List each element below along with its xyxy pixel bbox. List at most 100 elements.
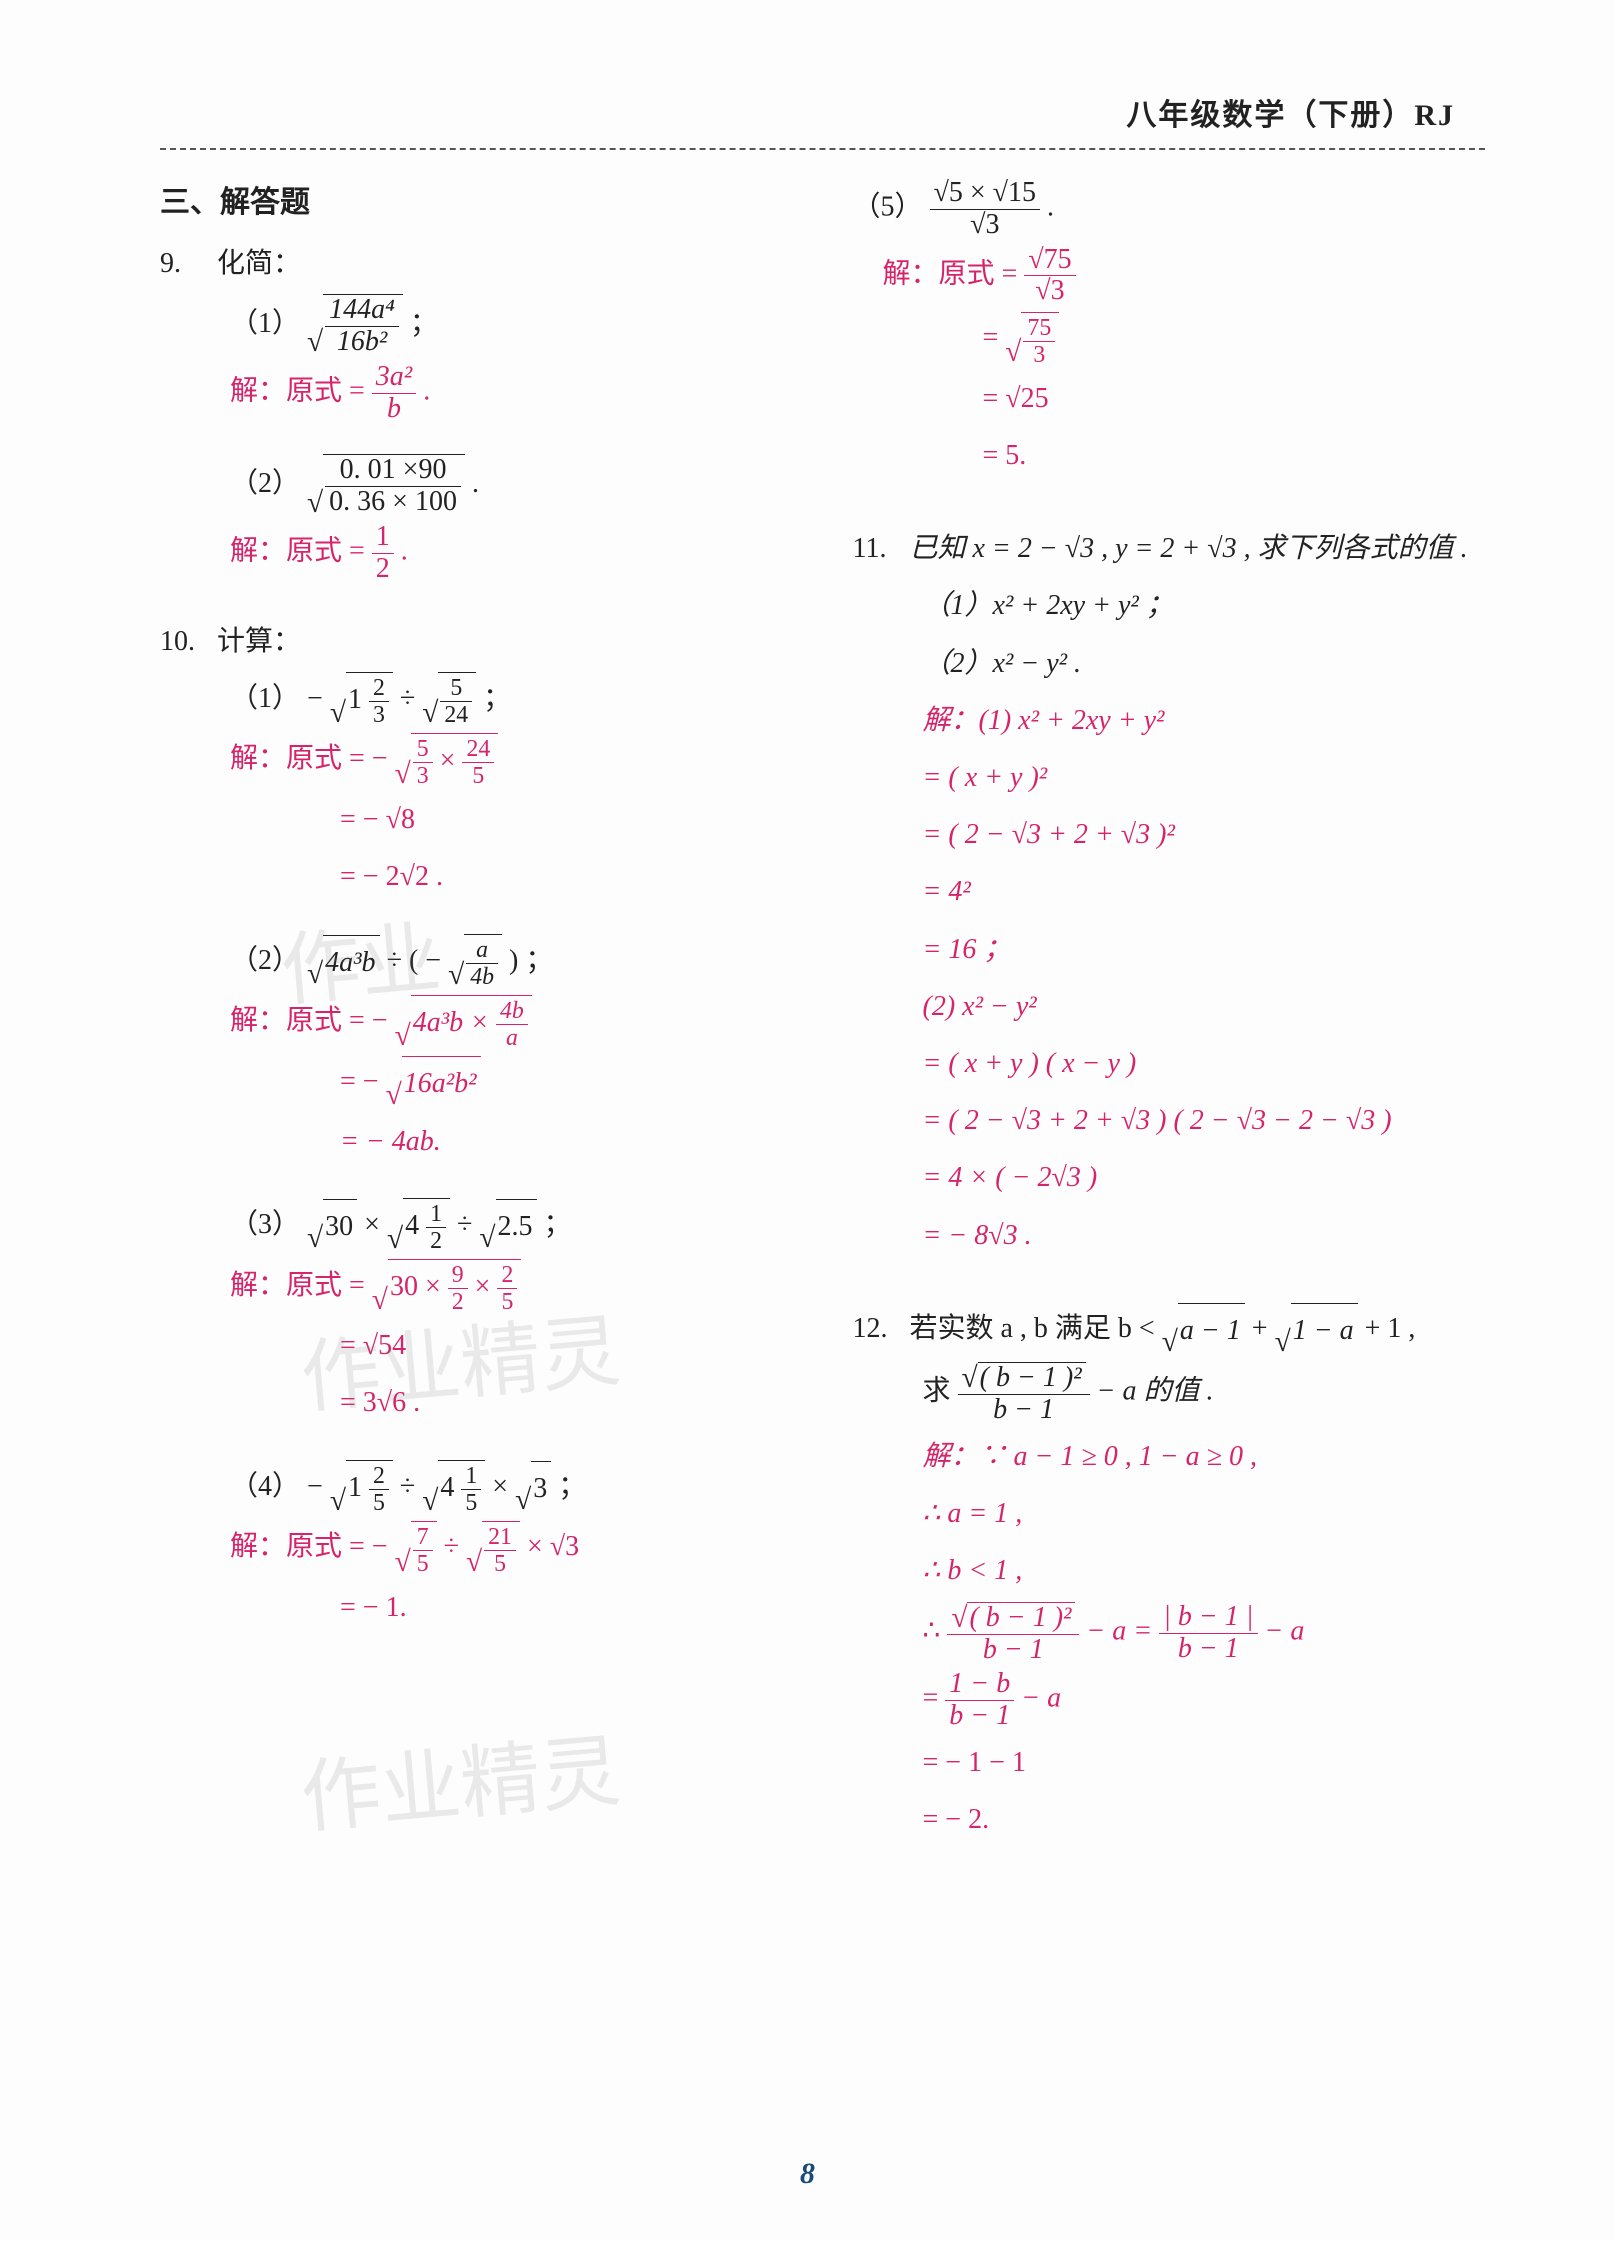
pre: 求 — [923, 1376, 958, 1407]
q11-sol-p2-l5: = − 8√3 . — [853, 1209, 1486, 1262]
body: ( b − 1 )² — [978, 1362, 1086, 1394]
radical-icon: √ — [1162, 1328, 1178, 1357]
prefix: 解：原式 = — [883, 258, 1025, 289]
paren-open: ( − — [409, 945, 448, 976]
q11-number: 11. — [853, 522, 903, 575]
stem-pre: 若实数 a , b 满足 b < — [910, 1313, 1162, 1344]
frac-num: 1 — [461, 1463, 481, 1490]
q9-number: 9. — [160, 237, 210, 290]
div: ÷ — [400, 1471, 422, 1502]
sqrt: √( b − 1 )² — [951, 1602, 1075, 1634]
label: （2） — [230, 945, 300, 976]
q10-number: 10. — [160, 615, 210, 668]
radical-icon: √ — [1275, 1328, 1291, 1357]
q9-p1-sol-frac: 3a² b — [372, 362, 416, 425]
int: 1 — [348, 1472, 362, 1503]
frac: √( b − 1 )² b − 1 — [958, 1361, 1090, 1425]
q12-sol-l5: = 1 − b b − 1 − a — [853, 1669, 1486, 1732]
frac-den: b − 1 — [945, 1701, 1014, 1732]
post: − a — [1021, 1683, 1061, 1714]
sqrt3: √2.5 — [479, 1199, 536, 1253]
sqrt2: √ 4 1 2 — [387, 1198, 450, 1254]
q9-title: 化简： — [217, 248, 301, 279]
frac: √5 × √15 √3 — [930, 178, 1041, 241]
page: 八年级数学（下册）RJ 三、解答题 9. 化简： （1） √ 144a⁴ 16b… — [0, 0, 1615, 2241]
f2: | b − 1 | b − 1 — [1159, 1602, 1257, 1665]
frac-num: 21 — [484, 1524, 516, 1551]
q9-p1-label: （1） — [230, 308, 300, 339]
q10-p1: （1） − √ 1 2 3 ÷ √ 5 24 ； — [160, 672, 793, 729]
tail: ； — [558, 1471, 586, 1502]
q12-sol-l2: ∴ a = 1 , — [853, 1487, 1486, 1540]
sqrt: √16a²b² — [386, 1056, 481, 1110]
body: a − 1 — [1178, 1303, 1245, 1357]
prefix: = − — [340, 1066, 386, 1097]
frac-num: 4b — [496, 998, 528, 1025]
prefix: 解：原式 = − — [230, 1531, 395, 1562]
q10-p2-sol3: = − 4ab. — [160, 1115, 793, 1168]
frac-num: 2 — [369, 675, 389, 702]
frac-num: 9 — [448, 1262, 468, 1289]
frac-num: 1 − b — [945, 1669, 1014, 1701]
sqrt: √ 30 × 9 2 × 2 5 — [372, 1259, 522, 1315]
radical-icon: √ — [1005, 338, 1021, 367]
radical-icon: √ — [479, 1224, 495, 1253]
q10-p4: （4） − √ 1 2 5 ÷ √ 4 1 5 × — [160, 1460, 793, 1517]
frac-num: √( b − 1 )² — [958, 1361, 1090, 1394]
frac: √75 √3 — [1024, 245, 1075, 308]
mid: × — [475, 1271, 498, 1302]
q12-header: 12. 若实数 a , b 满足 b < √a − 1 + √1 − a + 1… — [853, 1302, 1486, 1358]
div: ÷ — [400, 683, 422, 714]
frac-den: 5 — [413, 1551, 433, 1577]
radical-icon: √ — [448, 961, 464, 990]
q10-p3-sol2: = √54 — [160, 1319, 793, 1372]
body: ( b − 1 )² — [967, 1602, 1075, 1634]
sqrt: √( b − 1 )² — [962, 1362, 1086, 1394]
q11-sol-p1-head: 解：(1) x² + 2xy + y² — [853, 694, 1486, 747]
frac-num: 2 — [369, 1463, 389, 1490]
q10-p5-sol4: = 5. — [853, 429, 1486, 482]
q12-number: 12. — [853, 1302, 903, 1355]
f1: 9 2 — [448, 1262, 468, 1315]
q10-p3-sol3: = 3√6 . — [160, 1376, 793, 1429]
q10-p3: （3） √30 × √ 4 1 2 ÷ √2.5 ； — [160, 1198, 793, 1255]
radical-icon: √ — [307, 1224, 323, 1253]
s1: √a − 1 — [1162, 1303, 1245, 1357]
times: × — [492, 1471, 515, 1502]
frac: 7 5 — [413, 1524, 433, 1577]
q11-stem: 已知 x = 2 − √3 , y = 2 + √3 , 求下列各式的值 . — [910, 533, 1468, 564]
pre: ∴ — [923, 1616, 948, 1647]
frac-den: 5 — [497, 1289, 517, 1315]
q9-p2-solution: 解：原式 = 1 2 . — [160, 522, 793, 585]
frac: a 4b — [466, 937, 498, 990]
body: 16a²b² — [402, 1056, 481, 1110]
q11-sol-p1-l3: = ( 2 − √3 + 2 + √3 )² — [853, 808, 1486, 861]
frac: 2 5 — [369, 1463, 389, 1516]
q12-sol-l6: = − 1 − 1 — [853, 1736, 1486, 1789]
div: ÷ — [444, 1531, 466, 1562]
q11-sol-p2-head: (2) x² − y² — [853, 980, 1486, 1033]
sqrt: √ 75 3 — [1005, 312, 1059, 368]
sqrt: √ 4a³b × 4b a — [395, 995, 532, 1051]
body: 30 — [323, 1199, 357, 1253]
radical-icon: √ — [330, 699, 346, 728]
section-title: 三、解答题 — [160, 174, 793, 231]
frac: 75 3 — [1023, 315, 1055, 368]
radical-icon: √ — [386, 1081, 402, 1110]
radical-icon: √ — [951, 1604, 967, 1633]
frac-num: a — [466, 937, 498, 964]
frac: 2 3 — [369, 675, 389, 728]
frac-num: 144a⁴ — [325, 295, 399, 327]
radical-icon: √ — [395, 1548, 411, 1577]
radical-icon: √ — [962, 1364, 978, 1393]
prefix: = — [983, 322, 1006, 353]
left: 4a³b × — [413, 1007, 496, 1038]
q9-p2-sol-frac: 1 2 — [372, 522, 394, 585]
tail: ； — [410, 308, 438, 339]
label: （5） — [853, 192, 923, 223]
frac-den: 4b — [466, 964, 498, 990]
radical-icon: √ — [307, 328, 323, 357]
stem-post: + 1 , — [1365, 1313, 1416, 1344]
q9-p1-sqrt: √ 144a⁴ 16b² — [307, 294, 403, 358]
frac-den: 2 — [372, 554, 394, 585]
